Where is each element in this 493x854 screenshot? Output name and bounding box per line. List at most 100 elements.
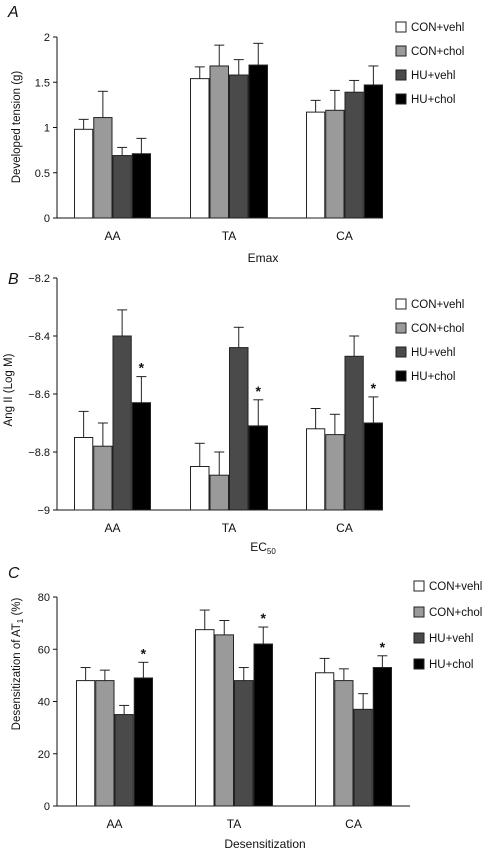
legend-swatch-0 <box>395 298 407 310</box>
x-tick-label: TA <box>222 521 236 535</box>
bar-huvehl-ta <box>229 347 249 511</box>
legend-swatch-3 <box>395 370 407 382</box>
bar-conchol-ta <box>214 634 234 807</box>
legend-swatch-2 <box>395 69 407 81</box>
bar-convehl-ta <box>190 466 210 511</box>
bar-convehl-aa <box>74 128 94 219</box>
panel-label-c: C <box>8 565 20 582</box>
x-axis-title-b-main: EC <box>250 540 267 554</box>
x-tick-label: TA <box>222 229 236 243</box>
y-tick-label: 0.5 <box>35 168 50 180</box>
legend-swatch-0 <box>413 580 425 592</box>
bar-huchol-ta <box>248 425 268 511</box>
axes-b: −8.2 −8.4 −8.6 −8.8 −9 AA TA CA <box>28 273 370 535</box>
bars-c: * * * <box>76 609 392 807</box>
legend-swatch-0 <box>395 21 407 33</box>
legend-label-c-2: HU+vehl <box>429 633 473 645</box>
panel-c: C Desensitization of AT1 (%) 0 20 40 60 80 AA… <box>8 565 482 851</box>
bar-convehl-ta <box>190 78 210 219</box>
y-tick-label: 1.5 <box>35 77 50 89</box>
legend-b: CON+vehl CON+chol HU+vehl HU+chol <box>395 298 464 383</box>
x-tick-label: AA <box>104 521 120 535</box>
bar-huchol-ta <box>253 643 273 807</box>
panel-label-a: A <box>7 4 19 21</box>
legend-label-c-3: HU+chol <box>429 659 473 671</box>
y-tick-label: −8.4 <box>28 331 50 343</box>
bar-conchol-aa <box>93 117 113 219</box>
x-axis-title-c: Desensitization <box>224 837 305 851</box>
legend-a: CON+vehl CON+chol HU+vehl HU+chol <box>395 21 464 106</box>
y-tick-label: 1 <box>44 123 50 135</box>
x-axis-title-a: Emax <box>248 251 279 265</box>
significance-star: * <box>261 610 267 626</box>
bar-huvehl-ta <box>229 74 249 219</box>
significance-star: * <box>380 639 386 655</box>
significance-star: * <box>139 360 145 376</box>
legend-label-c-0: CON+vehl <box>429 581 482 593</box>
x-tick-label: CA <box>336 229 353 243</box>
y-axis-title-a: Developed tension (g) <box>11 71 23 184</box>
y-axis-title-c-tail: (%) <box>11 597 23 618</box>
bar-convehl-aa <box>76 680 96 807</box>
y-tick-label: 0 <box>44 801 50 813</box>
significance-star: * <box>141 645 147 661</box>
legend-swatch-1 <box>413 606 425 618</box>
bar-conchol-aa <box>93 445 113 511</box>
bar-conchol-ca <box>325 109 345 219</box>
y-tick-label: 80 <box>38 592 50 604</box>
bars-a <box>74 42 383 219</box>
bar-convehl-ca <box>306 428 326 511</box>
y-tick-label: 2 <box>44 32 50 44</box>
y-tick-label: −8.8 <box>28 447 50 459</box>
legend-label-a-2: HU+vehl <box>411 70 455 82</box>
bar-conchol-ta <box>209 474 229 511</box>
legend-swatch-1 <box>395 45 407 57</box>
legend-swatch-3 <box>413 658 425 670</box>
bar-convehl-ta <box>195 629 215 807</box>
y-axis-title-c: Desensitization of AT1 (%) <box>11 597 25 730</box>
legend-swatch-1 <box>395 322 407 334</box>
y-axis-title-c-sub: 1 <box>16 618 25 623</box>
legend-c: CON+vehl CON+chol HU+vehl HU+chol <box>413 580 482 671</box>
bar-conchol-ca <box>334 680 354 807</box>
bar-convehl-ca <box>306 111 326 219</box>
legend-label-b-3: HU+chol <box>411 371 455 383</box>
bar-huvehl-ca <box>353 708 373 807</box>
bar-huvehl-ta <box>234 680 254 807</box>
bar-convehl-ca <box>315 672 335 807</box>
x-tick-label: CA <box>345 817 362 831</box>
bar-huvehl-aa <box>112 335 132 511</box>
significance-star: * <box>371 380 377 396</box>
y-tick-label: 0 <box>44 213 50 225</box>
bar-huvehl-aa <box>114 714 134 807</box>
bar-huvehl-aa <box>112 155 132 219</box>
x-tick-label: CA <box>336 521 353 535</box>
x-tick-label: AA <box>106 817 122 831</box>
panel-b: B Ang II (Log M) −8.2 −8.4 −8.6 −8.8 −9 AA TA C… <box>3 271 464 556</box>
bar-conchol-aa <box>95 680 115 807</box>
y-axis-title-c-main: Desensitization of AT <box>11 623 23 730</box>
x-axis-title-b-sub: 50 <box>267 547 276 556</box>
legend-swatch-3 <box>395 93 407 105</box>
panel-label-b: B <box>8 271 19 288</box>
legend-label-b-1: CON+chol <box>411 323 464 335</box>
bar-conchol-ta <box>209 65 229 219</box>
y-tick-label: 40 <box>38 697 50 709</box>
y-tick-label: −8.2 <box>28 273 50 285</box>
bar-huchol-ca <box>372 667 392 807</box>
bar-huchol-aa <box>133 677 153 807</box>
bar-huchol-ta <box>248 64 268 219</box>
y-tick-label: 60 <box>38 644 50 656</box>
significance-star: * <box>256 383 262 399</box>
legend-swatch-2 <box>395 346 407 358</box>
legend-label-c-1: CON+chol <box>429 607 482 619</box>
bar-huchol-aa <box>131 153 151 219</box>
bar-huvehl-ca <box>344 355 364 511</box>
bar-huchol-aa <box>131 402 151 511</box>
bar-convehl-aa <box>74 437 94 511</box>
x-axis-title-b: EC50 <box>250 540 276 556</box>
y-tick-label: −9 <box>37 505 50 517</box>
x-tick-label: TA <box>227 817 241 831</box>
